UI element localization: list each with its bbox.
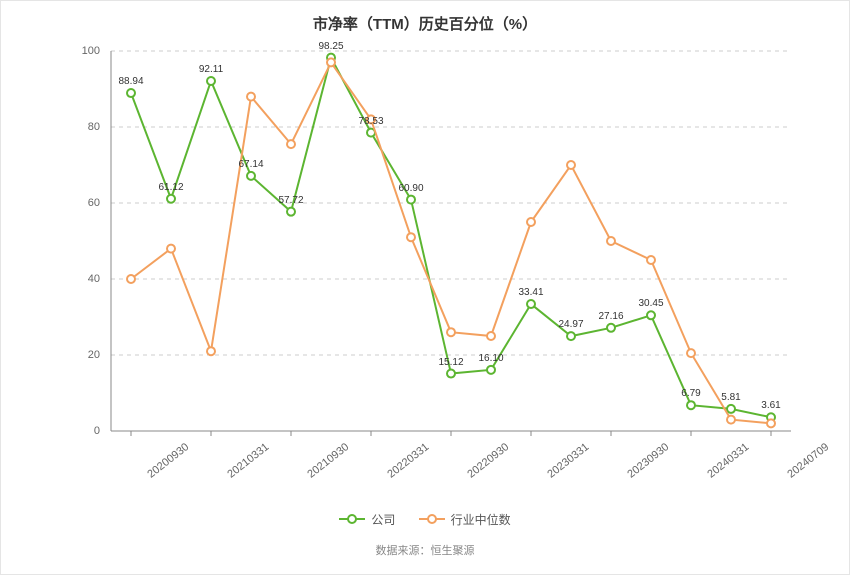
series-marker-0[interactable] xyxy=(167,195,175,203)
x-tick-label: 20210331 xyxy=(225,441,271,481)
series-marker-1[interactable] xyxy=(527,218,535,226)
legend: 公司 行业中位数 xyxy=(1,511,849,529)
series-marker-1[interactable] xyxy=(447,328,455,336)
chart-title: 市净率（TTM）历史百分位（%） xyxy=(1,13,849,34)
point-label: 98.25 xyxy=(318,41,343,52)
point-label: 57.72 xyxy=(278,195,303,206)
series-marker-0[interactable] xyxy=(567,332,575,340)
series-marker-0[interactable] xyxy=(207,77,215,85)
series-marker-1[interactable] xyxy=(127,275,135,283)
x-axis: 20200930 20210331 20210930 20220331 20220930… xyxy=(111,433,791,513)
series-marker-1[interactable] xyxy=(247,93,255,101)
point-label: 88.94 xyxy=(118,76,143,87)
plot-svg xyxy=(111,51,791,431)
point-label: 6.79 xyxy=(681,388,700,399)
series-marker-0[interactable] xyxy=(607,324,615,332)
point-label: 16.10 xyxy=(478,353,503,364)
legend-swatch-industry xyxy=(419,513,445,525)
point-label: 5.81 xyxy=(721,392,740,403)
source-text: 数据来源：恒生聚源 xyxy=(1,542,849,558)
series-marker-1[interactable] xyxy=(487,332,495,340)
series-marker-1[interactable] xyxy=(167,245,175,253)
legend-item-company[interactable]: 公司 xyxy=(339,511,395,528)
series-marker-1[interactable] xyxy=(687,349,695,357)
plot-area: 88.9461.1292.1167.1457.7298.2578.5360.90… xyxy=(111,51,791,431)
legend-label-industry: 行业中位数 xyxy=(451,511,511,528)
point-label: 15.12 xyxy=(438,357,463,368)
y-tick-label: 40 xyxy=(88,273,100,285)
series-marker-0[interactable] xyxy=(687,401,695,409)
series-marker-0[interactable] xyxy=(447,370,455,378)
x-tick-label: 20210930 xyxy=(305,441,351,481)
series-marker-1[interactable] xyxy=(567,161,575,169)
x-tick-label: 20240709 xyxy=(785,441,831,481)
point-label: 33.41 xyxy=(518,287,543,298)
point-label: 67.14 xyxy=(238,159,263,170)
y-tick-label: 20 xyxy=(88,349,100,361)
series-marker-1[interactable] xyxy=(647,256,655,264)
legend-label-company: 公司 xyxy=(371,511,395,528)
point-label: 24.97 xyxy=(558,319,583,330)
series-marker-0[interactable] xyxy=(727,405,735,413)
chart-container: 市净率（TTM）历史百分位（%） 0 20 40 60 80 100 88.94 61.12… xyxy=(0,0,850,575)
point-label: 92.11 xyxy=(199,64,223,75)
point-label: 27.16 xyxy=(598,311,623,322)
y-axis: 020406080100 xyxy=(1,51,106,431)
series-marker-1[interactable] xyxy=(727,416,735,424)
x-tick-label: 20230930 xyxy=(625,441,671,481)
x-tick-label: 20200930 xyxy=(145,441,191,481)
series-marker-0[interactable] xyxy=(247,172,255,180)
x-tick-label: 20230331 xyxy=(545,441,591,481)
series-marker-0[interactable] xyxy=(647,311,655,319)
series-marker-0[interactable] xyxy=(287,208,295,216)
series-marker-1[interactable] xyxy=(327,58,335,66)
y-tick-label: 80 xyxy=(88,121,100,133)
x-tick-label: 20240331 xyxy=(705,441,751,481)
x-tick-label: 20220331 xyxy=(385,441,431,481)
point-label: 60.90 xyxy=(398,183,423,194)
point-label: 61.12 xyxy=(158,182,183,193)
series-marker-1[interactable] xyxy=(607,237,615,245)
series-marker-0[interactable] xyxy=(487,366,495,374)
x-tick-label: 20220930 xyxy=(465,441,511,481)
legend-item-industry[interactable]: 行业中位数 xyxy=(419,511,511,528)
point-label: 3.61 xyxy=(761,400,780,411)
series-marker-1[interactable] xyxy=(407,233,415,241)
y-tick-label: 100 xyxy=(82,45,100,57)
series-marker-1[interactable] xyxy=(767,419,775,427)
series-marker-0[interactable] xyxy=(407,196,415,204)
series-marker-0[interactable] xyxy=(127,89,135,97)
y-tick-label: 60 xyxy=(88,197,100,209)
series-marker-1[interactable] xyxy=(287,140,295,148)
series-marker-1[interactable] xyxy=(207,347,215,355)
point-label: 30.45 xyxy=(638,298,663,309)
series-marker-0[interactable] xyxy=(527,300,535,308)
y-tick-label: 0 xyxy=(94,425,100,437)
point-label: 78.53 xyxy=(358,116,383,127)
legend-swatch-company xyxy=(339,513,365,525)
